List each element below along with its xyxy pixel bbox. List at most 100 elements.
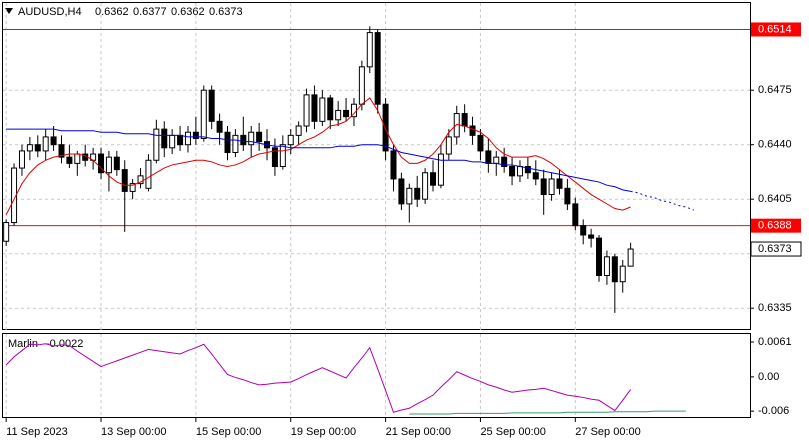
candle-body (524, 166, 531, 174)
level-label: 0.6388 (758, 220, 792, 232)
candle-body (26, 144, 33, 152)
candle-body (34, 144, 41, 152)
candle-body (382, 103, 389, 152)
candle-body (611, 256, 618, 283)
candle-body (169, 134, 176, 149)
candle-body (366, 32, 373, 68)
candle-body (137, 175, 144, 185)
candle-body (3, 222, 10, 242)
x-tick-label: 21 Sep 00:00 (386, 426, 451, 438)
candle-body (343, 109, 350, 118)
candle-body (422, 172, 429, 200)
candle-body (192, 131, 199, 139)
candle-body (287, 134, 294, 146)
candle-body (619, 265, 626, 283)
candle-body (311, 94, 318, 122)
x-tick-label: 15 Sep 00:00 (196, 426, 261, 438)
y-tick-label: -0.006 (758, 405, 789, 417)
candle-body (430, 172, 437, 186)
candle-body (200, 89, 207, 139)
main-panel (2, 2, 751, 330)
candle-body (390, 150, 397, 180)
candle-body (374, 32, 381, 105)
x-tick-label: 25 Sep 00:00 (480, 426, 545, 438)
candle-body (208, 89, 215, 122)
candle-body (161, 128, 168, 149)
level-label-box (751, 22, 801, 37)
candle-body (74, 153, 81, 164)
candle-body (540, 178, 547, 196)
line-series (5, 97, 631, 215)
candle-body (66, 156, 73, 164)
candle-body (580, 225, 587, 236)
y-tick-label: 0.6475 (758, 84, 792, 96)
y-tick-label: 0.6440 (758, 139, 792, 151)
candle-body (358, 66, 365, 105)
candle-body (596, 237, 603, 276)
price-label: 0.6373 (758, 243, 792, 255)
candle-body (564, 187, 571, 205)
candle-body (18, 150, 25, 169)
candle-body (532, 172, 539, 180)
menu-triangle[interactable] (5, 8, 13, 14)
line-series (409, 410, 686, 415)
line-series (5, 343, 632, 413)
line-series (630, 190, 695, 211)
candle-body (279, 144, 286, 167)
candle-body (121, 169, 128, 192)
candle-body (469, 125, 476, 136)
candle-body (98, 153, 105, 174)
price-label-box (750, 241, 802, 257)
candle-body (414, 187, 421, 200)
candle-body (145, 159, 152, 189)
header-high: 0.6377 (133, 6, 167, 18)
candle-body (240, 134, 247, 146)
candle-body (58, 144, 65, 158)
candle-body (603, 256, 610, 277)
candle-body (509, 166, 516, 177)
level-label-box (751, 218, 801, 233)
candle-body (113, 156, 120, 171)
candle-body (445, 136, 452, 155)
candle-body (548, 178, 555, 196)
candle-body (224, 131, 231, 153)
indicator-name: Marlin (8, 338, 38, 350)
level-label: 0.6514 (758, 23, 792, 35)
candle-body (556, 178, 563, 189)
candle-body (256, 131, 263, 143)
candle-body (319, 97, 326, 122)
candle-body (232, 134, 239, 153)
y-tick-label: 0.0061 (758, 336, 792, 348)
candle-body (50, 136, 57, 146)
candle-body (248, 131, 255, 146)
y-tick-label: 0.6335 (758, 302, 792, 314)
candle-body (406, 187, 413, 205)
candle-body (177, 134, 184, 146)
candle-body (216, 120, 223, 133)
candle-body (153, 128, 160, 161)
x-tick-label: 11 Sep 2023 (6, 426, 68, 438)
candle-body (129, 183, 136, 192)
candle-body (501, 156, 508, 168)
symbol-title: AUDUSD,H4 (18, 6, 82, 18)
y-tick-label: 0.6405 (758, 193, 792, 205)
line-series (6, 128, 631, 192)
candle-body (335, 109, 342, 121)
candle-body (572, 203, 579, 227)
candle-body (516, 166, 523, 177)
candle-body (461, 113, 468, 127)
header-low: 0.6362 (171, 6, 205, 18)
candle-body (627, 248, 634, 267)
candle-body (437, 153, 444, 186)
candle-body (588, 234, 595, 239)
candle-body (327, 97, 334, 121)
y-tick-label: 0.00 (758, 371, 779, 383)
candle-body (485, 150, 492, 164)
candle-body (184, 131, 191, 146)
candle-body (303, 94, 310, 127)
candle-body (271, 147, 278, 167)
candle-body (105, 156, 112, 174)
